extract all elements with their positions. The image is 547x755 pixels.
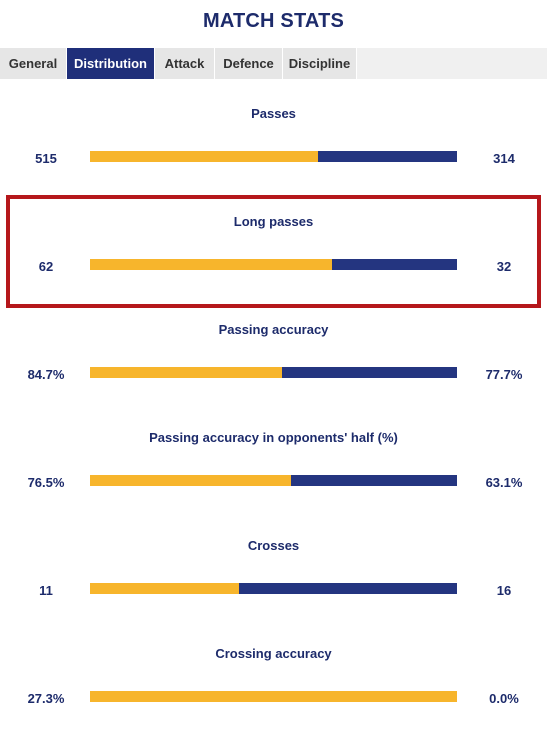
stat-bar	[90, 259, 457, 270]
tab-defence[interactable]: Defence	[215, 48, 283, 79]
stat-crossing-accuracy: Crossing accuracy 27.3% 0.0%	[0, 646, 547, 754]
stat-passing-accuracy-opponents-half: Passing accuracy in opponents' half (%) …	[0, 430, 547, 538]
page-title: MATCH STATS	[202, 10, 345, 32]
away-value: 16	[496, 583, 512, 598]
tab-discipline[interactable]: Discipline	[283, 48, 357, 79]
stat-bar	[90, 475, 457, 486]
stat-long-passes: Long passes 62 32	[0, 214, 547, 322]
home-bar-fill	[90, 367, 282, 378]
home-value: 84.7%	[27, 367, 65, 382]
home-value: 62	[38, 259, 54, 274]
tab-distribution[interactable]: Distribution	[67, 48, 155, 79]
stat-label: Passing accuracy	[218, 322, 329, 337]
away-value: 0.0%	[489, 691, 519, 706]
stat-label: Passes	[251, 106, 296, 121]
home-bar-fill	[90, 259, 333, 270]
stat-label: Crosses	[247, 538, 300, 553]
stat-crosses: Crosses 11 16	[0, 538, 547, 646]
away-value: 77.7%	[485, 367, 523, 382]
stat-bar	[90, 583, 457, 594]
home-bar-fill	[90, 475, 292, 486]
tab-bar: General Distribution Attack Defence Disc…	[0, 48, 547, 79]
stat-bar	[90, 691, 457, 702]
home-value: 11	[39, 583, 53, 598]
home-value: 76.5%	[27, 475, 65, 490]
home-bar-fill	[90, 151, 318, 162]
away-value: 314	[493, 151, 515, 166]
stat-bar	[90, 151, 457, 162]
stat-bar	[90, 367, 457, 378]
stat-passes: Passes 515 314	[0, 106, 547, 214]
away-value: 63.1%	[485, 475, 523, 490]
stat-passing-accuracy: Passing accuracy 84.7% 77.7%	[0, 322, 547, 430]
away-value: 32	[496, 259, 512, 274]
stat-label: Passing accuracy in opponents' half (%)	[149, 430, 398, 445]
stat-label: Long passes	[233, 214, 314, 229]
home-value: 27.3%	[27, 691, 65, 706]
tab-general[interactable]: General	[0, 48, 67, 79]
tab-attack[interactable]: Attack	[155, 48, 215, 79]
stat-label: Crossing accuracy	[215, 646, 332, 661]
home-bar-fill	[90, 691, 457, 702]
home-bar-fill	[90, 583, 240, 594]
home-value: 515	[35, 151, 57, 166]
